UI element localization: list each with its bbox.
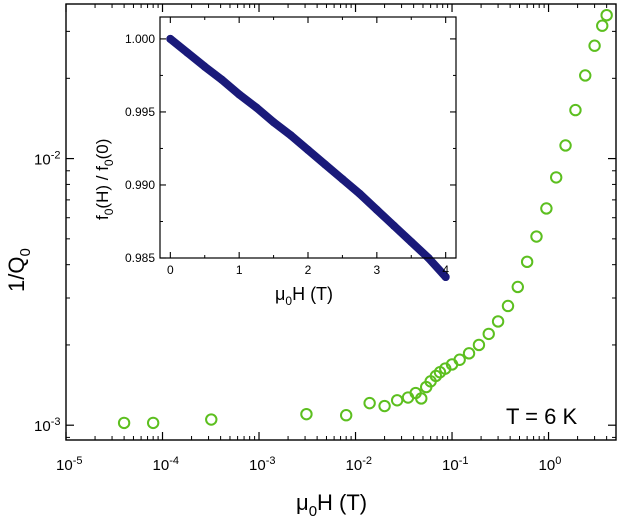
inset-data-point	[321, 160, 330, 169]
main-data-point	[117, 416, 131, 430]
main-x-axis-label: μ0H (T)	[296, 490, 367, 520]
main-data-point	[390, 394, 404, 407]
inset-data-point	[338, 175, 347, 184]
main-y-ticks: 10-3 10-2	[34, 30, 616, 438]
inset-y-tick-label: 0.985	[125, 251, 155, 265]
main-x-tick-label: 10-5	[56, 455, 82, 474]
main-data-point	[205, 413, 218, 426]
inset-data-series	[166, 34, 450, 281]
main-data-point	[588, 39, 601, 52]
main-x-tick-label: 10-4	[153, 455, 179, 474]
main-data-point	[559, 139, 572, 152]
main-x-tick-label: 100	[539, 455, 562, 474]
main-x-tick-label: 10-1	[442, 455, 468, 474]
main-data-point	[462, 347, 476, 360]
inset-data-point	[217, 75, 226, 84]
inset-data-point	[166, 34, 175, 43]
main-data-point	[146, 416, 160, 430]
main-x-ticks: 10-5 10-4 10-3 10-2 10-1 100	[56, 4, 617, 474]
inset-x-tick-label: 4	[442, 263, 449, 277]
inset-chart: 0 1 2 3 4 0.985 0.990 0.995 1.000 μ0H (T) f0(H)…	[93, 16, 457, 308]
main-data-series	[117, 8, 613, 430]
main-y-tick-label: 10-2	[34, 150, 60, 169]
main-data-point	[363, 396, 376, 410]
main-data-point	[501, 299, 515, 313]
inset-data-point	[441, 272, 450, 281]
main-data-point	[530, 230, 543, 243]
main-data-point	[300, 407, 313, 421]
inset-x-ticks: 0 1 2 3 4	[167, 17, 449, 277]
main-data-point	[339, 409, 353, 422]
main-data-point	[540, 202, 553, 215]
inset-data-point	[252, 103, 261, 112]
inset-data-point	[235, 90, 244, 99]
main-data-point	[378, 399, 391, 413]
main-data-point	[511, 280, 524, 294]
temperature-annotation: T = 6 K	[506, 404, 577, 429]
inset-background	[160, 17, 456, 258]
inset-data-point	[269, 118, 278, 127]
inset-data-point	[407, 237, 416, 246]
main-x-tick-label: 10-2	[346, 455, 372, 474]
main-data-point	[549, 171, 563, 184]
inset-x-axis-label: μ0H (T)	[275, 284, 333, 308]
main-data-point	[415, 392, 428, 405]
main-chart: 10-5 10-4 10-3 10-2 10-1 100 10-3 10-2 μ0H (T)…	[4, 3, 617, 520]
main-data-point	[491, 315, 505, 328]
inset-y-tick-label: 0.995	[125, 105, 155, 119]
inset-x-tick-label: 2	[305, 263, 312, 277]
inset-data-point	[355, 189, 364, 198]
main-x-tick-label: 10-3	[249, 455, 275, 474]
inset-y-tick-label: 1.000	[125, 32, 155, 46]
main-data-point	[472, 338, 486, 352]
main-data-point	[520, 255, 534, 269]
inset-x-tick-label: 1	[236, 263, 243, 277]
inset-x-tick-label: 0	[167, 263, 174, 277]
main-data-point	[453, 353, 466, 366]
inset-data-point	[200, 62, 209, 71]
inset-y-axis-label: f0(H) / f0(0)	[93, 139, 116, 220]
inset-y-ticks: 0.985 0.990 0.995 1.000	[125, 32, 456, 265]
main-data-point	[482, 327, 495, 341]
main-y-tick-label: 10-3	[34, 416, 60, 435]
main-y-axis-label: 1/Q0	[4, 248, 34, 292]
main-data-point	[569, 103, 582, 117]
main-data-point	[579, 69, 592, 82]
inset-data-point	[304, 145, 312, 154]
inset-y-tick-label: 0.990	[125, 178, 155, 192]
main-data-point	[596, 19, 609, 32]
inset-data-point	[183, 48, 192, 57]
inset-data-point	[390, 221, 399, 230]
inset-data-point	[286, 131, 295, 140]
main-data-point	[600, 8, 613, 22]
inset-data-point	[372, 205, 381, 214]
inset-x-tick-label: 3	[373, 263, 380, 277]
